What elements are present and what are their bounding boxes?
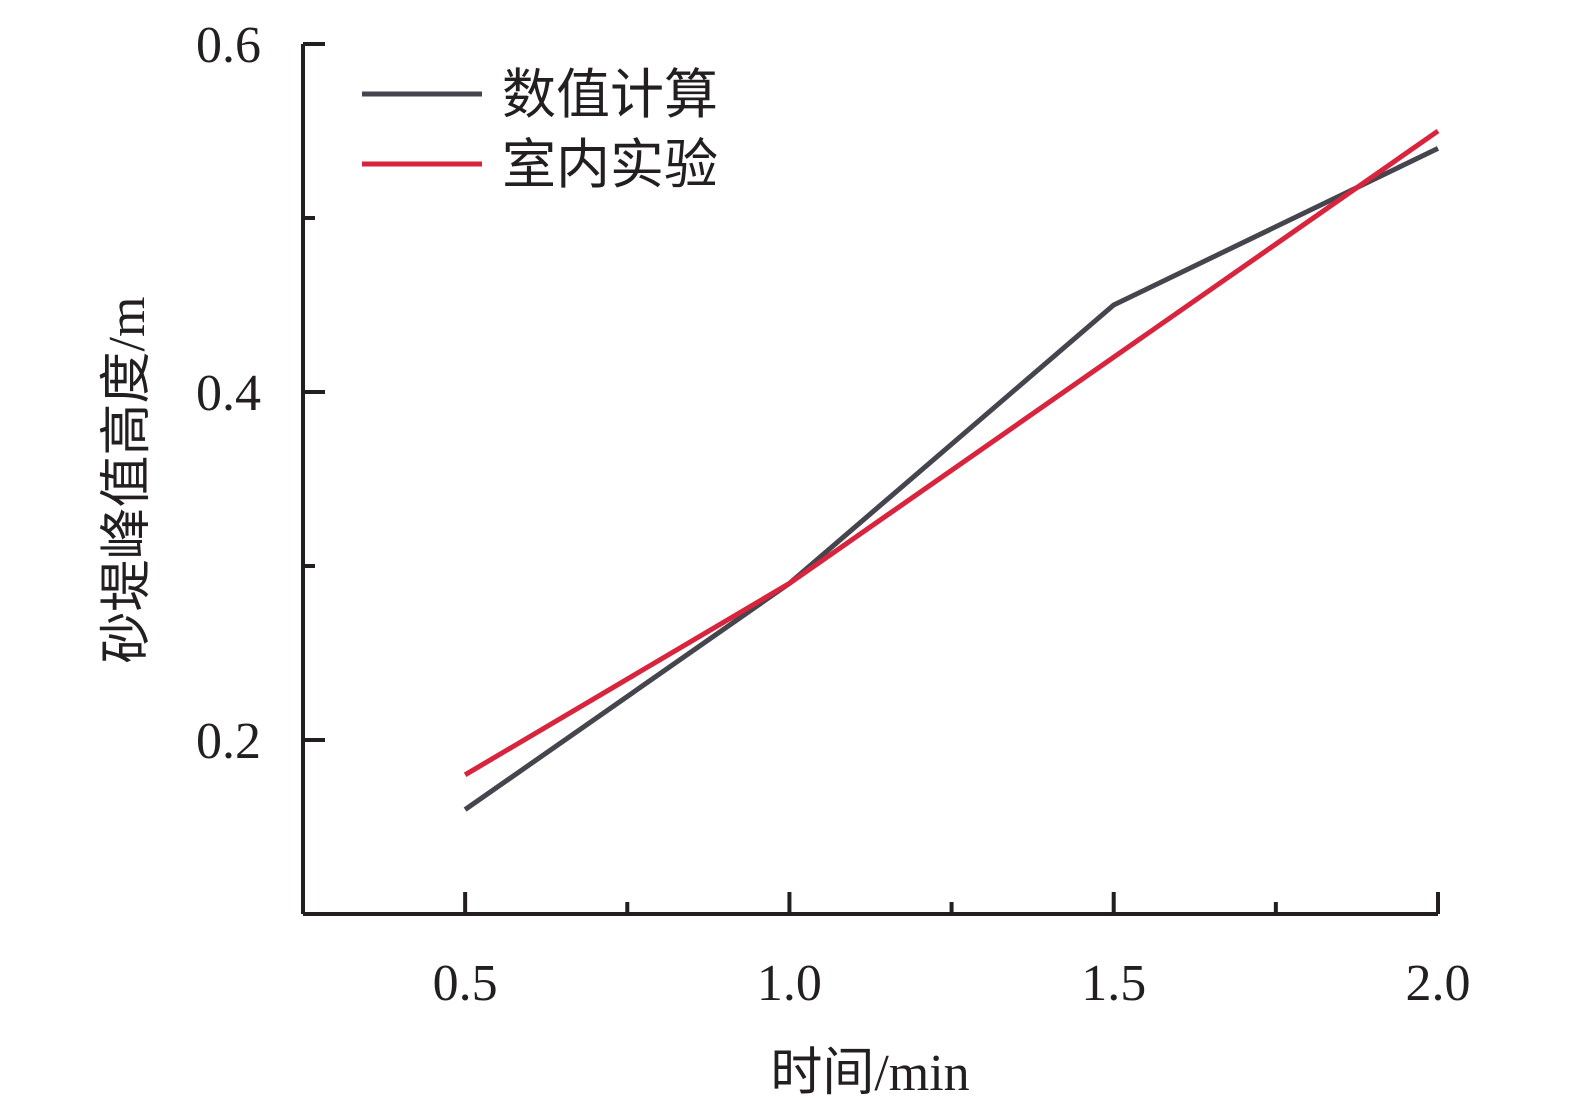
legend-label-2: 室内实验: [502, 135, 718, 195]
x-tick-label: 0.5: [433, 955, 498, 1012]
axes: [301, 44, 1438, 916]
y-tick-label: 0.6: [196, 17, 261, 74]
legend-label-1: 数值计算: [502, 65, 718, 125]
y-axis-title: 砂堤峰值高度/m: [99, 297, 156, 664]
x-axis-title: 时间/min: [770, 1045, 969, 1102]
series-layer: [463, 128, 1440, 812]
y-tick-label: 0.4: [196, 365, 261, 422]
x-tick-label: 1.5: [1081, 955, 1146, 1012]
x-tick-label: 2.0: [1406, 955, 1471, 1012]
series-line-2: [463, 128, 1440, 777]
y-tick-label: 0.2: [196, 713, 261, 770]
series-line-1: [463, 146, 1440, 812]
x-tick-label: 1.0: [757, 955, 822, 1012]
ticks: 0.2 0.4 0.6 0.5 1.0 1.5 2.0: [196, 17, 1471, 1012]
